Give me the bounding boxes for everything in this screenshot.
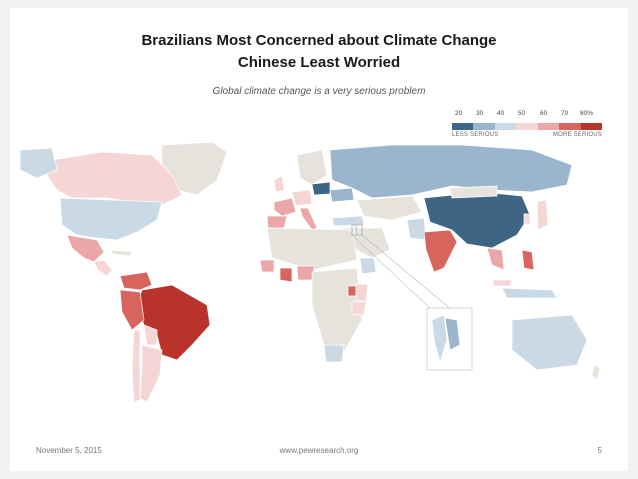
country-spain (266, 215, 288, 229)
country-caribbean (111, 249, 133, 257)
legend-less-label: LESS SERIOUS (452, 132, 499, 138)
country-china (423, 191, 531, 249)
legend-tick: 40 (497, 110, 505, 117)
country-ghana (279, 267, 293, 283)
country-israel (353, 225, 360, 237)
country-mongolia (449, 185, 498, 199)
country-uk (273, 175, 285, 193)
country-ethiopia (359, 257, 377, 275)
country-russia (329, 144, 573, 199)
legend-swatch (494, 123, 517, 130)
country-mexico (66, 234, 105, 263)
legend-ticks: 20 30 40 50 60 70 80% (452, 110, 604, 120)
country-germany (291, 189, 313, 207)
country-indonesia (501, 287, 558, 299)
legend-swatch (473, 123, 495, 130)
footer-website[interactable]: www.pewresearch.org (279, 446, 359, 455)
legend-swatch (580, 123, 602, 130)
country-south-korea (523, 213, 531, 225)
legend-more-label: MORE SERIOUS (552, 132, 602, 138)
legend-tick: 50 (518, 110, 526, 117)
country-central-asia (356, 195, 423, 221)
title-line-1: Brazilians Most Concerned about Climate … (141, 32, 497, 49)
country-nigeria (296, 265, 315, 281)
country-france (273, 197, 297, 217)
map-subtitle: Global climate change is a very serious … (212, 86, 426, 97)
country-malaysia (491, 279, 513, 287)
inset-line (361, 234, 453, 311)
color-legend: 20 30 40 50 60 70 80% LESS SERIOUS MORE … (452, 110, 604, 140)
country-venezuela (119, 271, 153, 291)
country-central-america (93, 259, 113, 277)
country-tanzania (351, 301, 367, 316)
country-scandinavia (296, 149, 328, 186)
inset-line (351, 234, 433, 311)
country-italy (299, 207, 318, 231)
country-south-africa (323, 344, 345, 363)
country-north-africa (266, 227, 358, 271)
inset-palestinian-territories (444, 317, 461, 351)
country-ukraine (329, 187, 355, 203)
legend-tick: 60 (540, 110, 548, 117)
country-india (423, 229, 458, 273)
country-australia (511, 314, 588, 371)
country-usa (59, 197, 163, 241)
legend-color-bar (452, 123, 602, 130)
legend-tick: 80% (580, 110, 594, 117)
footer-page-number: 5 (597, 446, 602, 455)
legend-swatch (452, 123, 474, 130)
country-uganda (347, 285, 357, 297)
country-chile (131, 329, 141, 403)
legend-tick: 20 (455, 110, 463, 117)
country-pakistan (406, 217, 427, 241)
country-japan (536, 199, 549, 231)
footer-date: November 5, 2015 (36, 446, 102, 455)
country-poland (311, 181, 331, 196)
country-turkey (331, 215, 365, 227)
world-map (19, 141, 601, 403)
legend-swatch (537, 123, 560, 130)
country-peru (119, 289, 145, 331)
country-senegal (259, 259, 275, 273)
inset-israel (431, 314, 448, 364)
country-philippines (521, 249, 535, 271)
country-vietnam (486, 247, 505, 271)
country-kenya (355, 283, 369, 303)
inset-highlight-box (351, 224, 363, 236)
legend-tick: 30 (476, 110, 484, 117)
legend-swatch (559, 123, 581, 130)
country-argentina (139, 344, 163, 403)
country-bolivia (143, 324, 158, 346)
title-line-2: Chinese Least Worried (237, 54, 401, 71)
country-new-zealand (591, 364, 601, 381)
slide-title: Brazilians Most Concerned about Climate … (0, 30, 638, 74)
legend-tick: 70 (561, 110, 569, 117)
legend-swatch (516, 123, 538, 130)
country-alaska (19, 147, 58, 179)
